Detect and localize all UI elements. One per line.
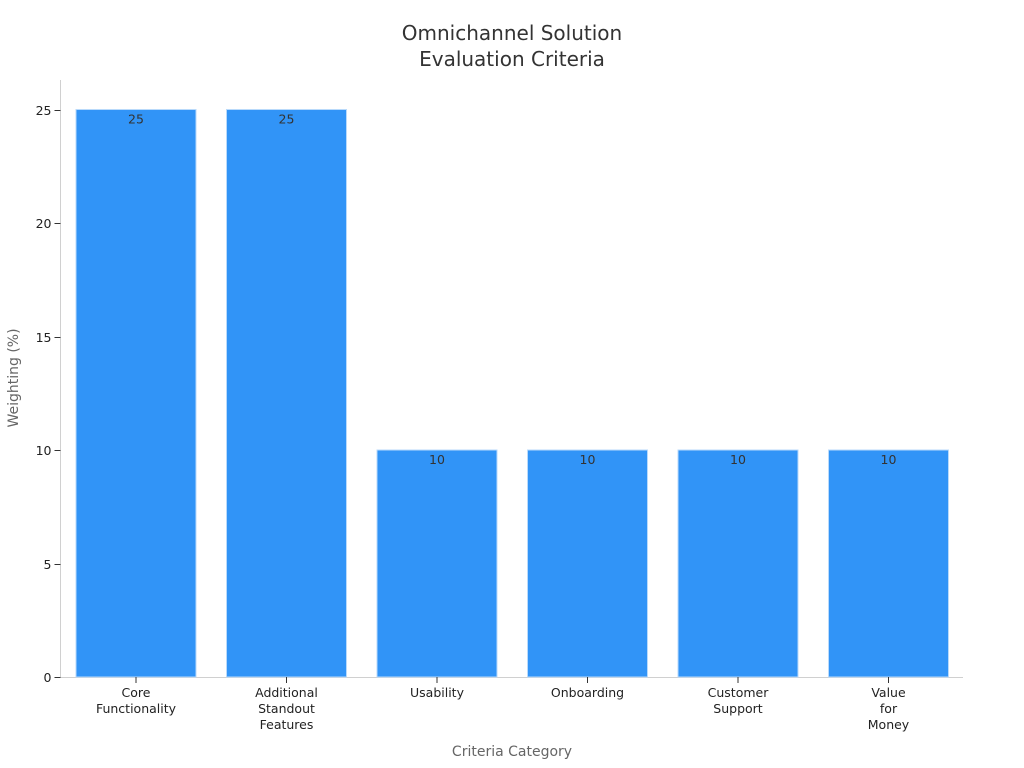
bar [527,449,648,678]
y-tick-label: 10 [36,443,52,458]
x-tick-label: Onboarding [551,685,624,700]
y-axis: 0 5 10 15 20 25 [36,103,61,685]
bars [75,109,949,678]
bar-value-label: 10 [429,452,445,467]
bar [226,109,347,678]
bar-value-label: 10 [730,452,746,467]
bar-value-label: 25 [279,112,295,127]
y-tick-label: 20 [36,216,52,231]
y-axis-title: Weighting (%) [6,328,22,427]
plot-area [60,80,963,678]
data-labels: 25 25 10 10 10 10 [128,112,896,467]
bar-value-label: 25 [128,112,144,127]
x-tick-label: Usability [410,685,465,700]
bar [828,449,949,678]
x-tick-label: Core Functionality [96,685,177,716]
y-tick-label: 5 [44,557,52,572]
bar [677,449,799,678]
chart-title-text: Omnichannel Solution Evaluation Criteria [402,21,622,71]
bar-value-label: 10 [881,452,897,467]
chart-title: Omnichannel Solution Evaluation Criteria [402,21,622,71]
bar-value-label: 10 [580,452,596,467]
bar [75,109,197,678]
bar [376,449,498,678]
x-axis-title: Criteria Category [452,744,572,760]
x-tick-label: Customer Support [708,685,770,716]
y-tick-label: 25 [36,103,52,118]
x-tick-label: Value for Money [868,685,910,732]
x-tick-label: Additional Standout Features [255,685,318,732]
x-axis: Core Functionality Additional Standout Featu… [96,677,910,732]
y-tick-label: 0 [44,670,52,685]
y-tick-label: 15 [36,330,52,345]
